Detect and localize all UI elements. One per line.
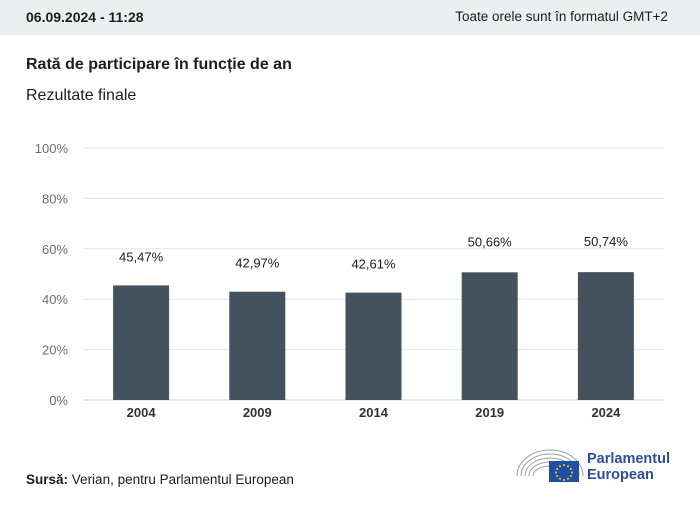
bar xyxy=(577,272,634,400)
x-tick-label: 2024 xyxy=(591,405,621,420)
top-bar: 06.09.2024 - 11:28 Toate orele sunt în f… xyxy=(0,0,700,35)
x-tick-label: 2014 xyxy=(359,405,389,420)
y-tick-label: 0% xyxy=(49,393,68,408)
x-tick-label: 2019 xyxy=(475,405,504,420)
x-tick-label: 2004 xyxy=(127,405,157,420)
logo-line-2: European xyxy=(587,467,654,483)
y-tick-label: 20% xyxy=(42,343,68,358)
timestamp: 06.09.2024 - 11:28 xyxy=(26,9,144,25)
eu-flag xyxy=(549,461,579,482)
y-tick-label: 60% xyxy=(42,242,68,257)
chart-subtitle: Rezultate finale xyxy=(26,87,137,104)
logo-text: Parlamentul European xyxy=(587,451,670,483)
source-label: Sursă: xyxy=(26,472,69,487)
data-label: 42,97% xyxy=(235,256,280,271)
y-tick-label: 100% xyxy=(35,141,69,156)
bar xyxy=(229,291,286,400)
bar xyxy=(113,285,170,400)
y-tick-label: 80% xyxy=(42,191,68,206)
x-tick-label: 2009 xyxy=(243,405,272,420)
data-label: 45,47% xyxy=(119,249,164,264)
chart-title: Rată de participare în funcție de an xyxy=(26,56,292,73)
bar-chart: 0% 20% 40% 60% 80% 100% 45,47% 2004 42,97% 2009 42… xyxy=(35,141,664,420)
bar xyxy=(345,292,402,400)
data-label: 42,61% xyxy=(351,257,396,272)
logo-line-1: Parlamentul xyxy=(587,451,670,467)
hemicycle-flag-icon xyxy=(516,449,584,482)
source-note: Sursă: Verian, pentru Parlamentul Europe… xyxy=(26,472,294,487)
data-label: 50,66% xyxy=(468,234,513,249)
source-text: Verian, pentru Parlamentul European xyxy=(71,472,294,487)
timezone-note: Toate orele sunt în formatul GMT+2 xyxy=(455,9,668,24)
y-tick-label: 40% xyxy=(42,292,68,307)
bar xyxy=(461,272,518,400)
parliament-logo: Parlamentul European xyxy=(515,446,685,486)
data-label: 50,74% xyxy=(584,234,629,249)
